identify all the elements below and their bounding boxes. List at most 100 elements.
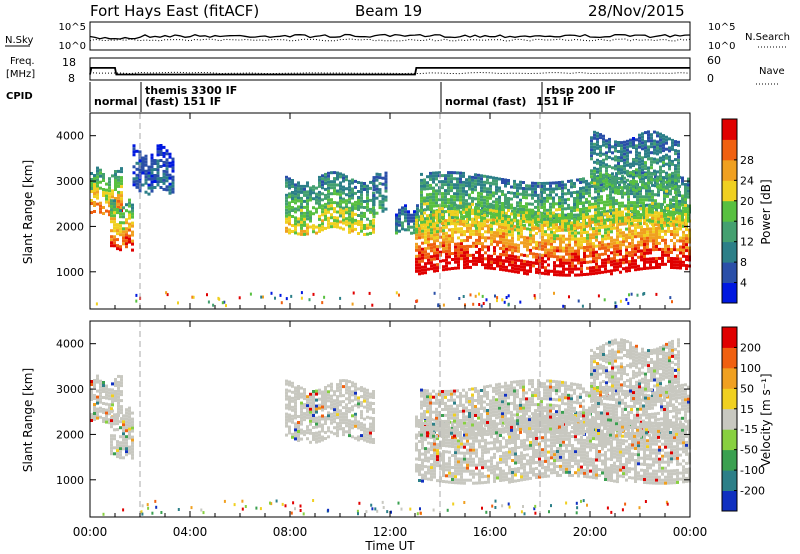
echo-cell: [457, 230, 460, 234]
echo-cell: [537, 211, 540, 215]
echo-cell: [602, 188, 605, 192]
echo-cell: [619, 228, 622, 232]
echo-cell: [159, 147, 163, 150]
echo-cell: [487, 230, 490, 234]
echo-cell: [330, 204, 333, 208]
echo-cell: [631, 250, 634, 254]
echo-cell: [499, 264, 502, 268]
echo-cell: [360, 229, 363, 233]
echo-cell: [457, 257, 460, 261]
echo-cell: [413, 228, 416, 232]
echo-cell: [114, 381, 117, 384]
echo-cell: [487, 260, 490, 264]
echo-cell: [465, 178, 468, 182]
echo-cell: [448, 261, 451, 265]
echo-cell: [330, 403, 333, 407]
echo-cell: [538, 241, 541, 245]
echo-cell: [556, 270, 559, 274]
echo-cell: [570, 212, 573, 216]
echo-cell: [445, 468, 448, 472]
echo-cell: [607, 233, 610, 237]
echo-cell: [156, 171, 160, 175]
echo-cell: [519, 300, 522, 304]
echo-cell: [504, 214, 507, 218]
echo-cell: [366, 202, 369, 206]
echo-cell: [339, 296, 342, 300]
echo-cell: [593, 160, 596, 164]
echo-cell: [113, 226, 116, 230]
colorbar-swatch: [722, 200, 737, 222]
echo-cell: [119, 212, 122, 216]
echo-cell: [634, 223, 637, 227]
echo-cell: [590, 148, 593, 152]
echo-cell: [531, 220, 534, 224]
echo-cell: [643, 234, 646, 237]
echo-cell: [105, 390, 108, 394]
nave-tick-bottom: 0: [707, 72, 714, 85]
echo-cell: [507, 200, 510, 203]
echo-cell: [159, 165, 163, 168]
echo-cell: [330, 421, 333, 425]
echo-cell: [342, 185, 345, 189]
echo-cell: [540, 188, 543, 191]
echo-cell: [90, 172, 93, 175]
echo-cell: [550, 251, 553, 255]
echo-cell: [531, 196, 534, 200]
echo-cell: [522, 208, 525, 211]
echo-cell: [643, 267, 646, 270]
echo-cell: [336, 431, 339, 435]
echo-cell: [477, 176, 480, 180]
echo-cell: [507, 218, 510, 221]
echo-cell: [435, 201, 438, 205]
echo-cell: [514, 267, 517, 271]
echo-cell: [526, 239, 529, 243]
echo-cell: [466, 442, 469, 446]
echo-cell: [132, 180, 136, 184]
echo-cell: [511, 236, 514, 240]
echo-cell: [327, 429, 330, 433]
echo-cell: [477, 173, 480, 177]
echo-cell: [420, 184, 423, 188]
echo-cell: [436, 257, 439, 261]
echo-cell: [625, 298, 628, 302]
echo-cell: [421, 235, 424, 239]
echo-cell: [300, 404, 303, 408]
echo-cell: [588, 203, 591, 207]
echo-cell: [165, 176, 169, 180]
echo-cell: [508, 230, 511, 234]
echo-cell: [330, 216, 333, 220]
echo-cell: [119, 221, 122, 225]
echo-cell: [333, 192, 336, 196]
echo-cell: [628, 236, 631, 240]
echo-cell: [514, 270, 517, 274]
echo-cell: [360, 211, 363, 215]
echo-cell: [662, 188, 665, 192]
echo-cell: [454, 469, 457, 473]
echo-cell: [687, 195, 690, 199]
echo-cell: [639, 207, 642, 211]
echo-cell: [436, 461, 439, 465]
echo-cell: [673, 263, 676, 267]
echo-cell: [345, 202, 348, 206]
echo-cell: [300, 199, 303, 203]
echo-cell: [348, 224, 351, 228]
echo-cell: [628, 293, 630, 297]
echo-cell: [481, 212, 484, 216]
echo-cell: [674, 188, 677, 192]
echo-cell: [357, 196, 360, 199]
echo-cell: [117, 410, 120, 414]
echo-cell: [398, 214, 401, 218]
echo-cell: [669, 189, 672, 193]
echo-cell: [602, 152, 605, 156]
echo-cell: [436, 449, 439, 453]
echo-cell: [609, 187, 612, 191]
echo-cell: [416, 204, 419, 208]
echo-cell: [99, 168, 102, 172]
echo-cell: [303, 415, 306, 419]
echo-cell: [630, 183, 633, 187]
echo-cell: [535, 213, 538, 217]
echo-cell: [418, 479, 421, 482]
echo-cell: [631, 253, 634, 257]
echo-cell: [561, 228, 564, 232]
echo-cell: [444, 174, 447, 178]
